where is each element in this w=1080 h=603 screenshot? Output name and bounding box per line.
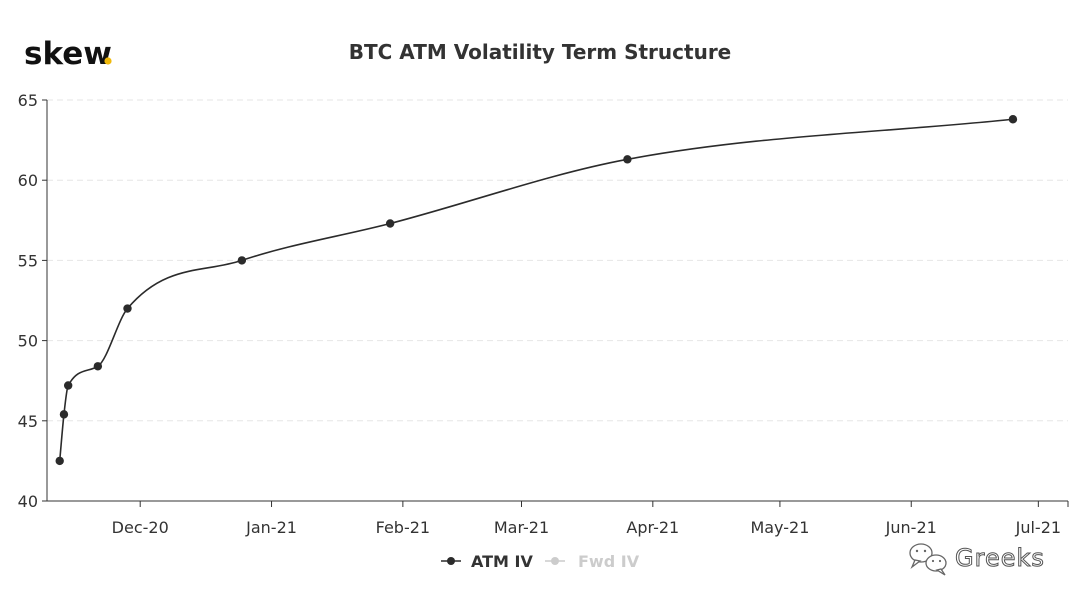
logo-dot: [104, 57, 112, 65]
y-tick-label: 40: [18, 492, 38, 511]
legend: ATM IV Fwd IV: [441, 552, 640, 571]
series-line-atm-iv: [58, 118, 1014, 461]
x-tick-label: Apr-21: [626, 518, 679, 537]
x-tick-label: Dec-20: [112, 518, 169, 537]
legend-marker-fwd-iv: [551, 557, 559, 565]
wechat-icon: [909, 543, 947, 576]
watermark: Greeks: [909, 543, 1045, 576]
data-point[interactable]: [237, 256, 247, 265]
legend-label-atm-iv: ATM IV: [471, 552, 534, 571]
data-point[interactable]: [93, 362, 103, 371]
logo-text: skew: [24, 36, 112, 72]
legend-item-fwd-iv[interactable]: Fwd IV: [545, 552, 640, 571]
x-tick-label: Mar-21: [494, 518, 549, 537]
x-tick-label: May-21: [750, 518, 809, 537]
chart-title: BTC ATM Volatility Term Structure: [349, 40, 732, 64]
data-point[interactable]: [59, 410, 69, 419]
grid-lines: [47, 99, 1068, 422]
watermark-text: Greeks: [955, 544, 1045, 572]
data-point[interactable]: [623, 155, 632, 164]
y-tick-label: 65: [18, 91, 38, 110]
data-point[interactable]: [385, 219, 395, 228]
x-axis-ticks: Dec-20 Jan-21 Feb-21 Mar-21 Apr-21 May-21 Jun-…: [112, 501, 1069, 537]
y-tick-label: 50: [18, 332, 38, 351]
legend-item-atm-iv[interactable]: ATM IV: [441, 552, 534, 571]
x-tick-label: Jun-21: [885, 518, 937, 537]
x-tick-label: Jan-21: [245, 518, 297, 537]
series-layer: [55, 115, 1018, 466]
y-tick-label: 45: [18, 412, 38, 431]
y-tick-label: 60: [18, 171, 38, 190]
data-point[interactable]: [1008, 115, 1018, 124]
data-point[interactable]: [123, 304, 132, 313]
legend-label-fwd-iv: Fwd IV: [578, 552, 640, 571]
x-tick-label: Feb-21: [376, 518, 430, 537]
data-point[interactable]: [55, 456, 64, 466]
data-point[interactable]: [63, 381, 73, 390]
legend-marker-atm-iv: [447, 557, 455, 565]
y-axis-ticks: 40 45 50 55 60 65: [18, 91, 47, 511]
y-tick-label: 55: [18, 251, 38, 270]
x-tick-label: Jul-21: [1015, 518, 1061, 537]
skew-logo: skew: [24, 36, 112, 72]
